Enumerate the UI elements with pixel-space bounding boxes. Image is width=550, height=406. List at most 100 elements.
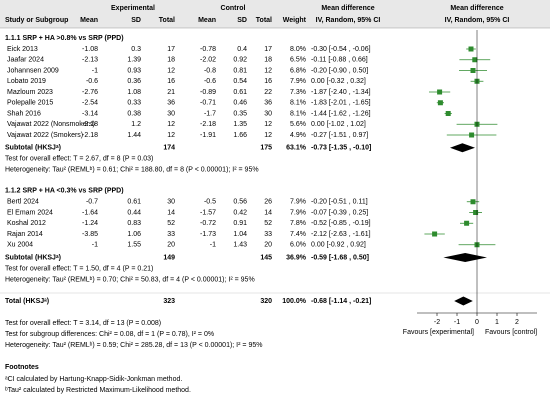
- note: Test for overall effect: T = 3.14, df = …: [5, 320, 161, 327]
- cell: 26: [264, 199, 272, 206]
- effect-square: [469, 132, 475, 138]
- cell: 1.35: [233, 121, 247, 128]
- effect-square: [464, 220, 470, 226]
- cell: 36: [167, 100, 175, 107]
- ci-text: -1.87 [-2.40 , -1.34]: [311, 89, 371, 96]
- effect-square: [437, 89, 443, 95]
- cell: 145: [260, 254, 272, 261]
- cell: 12: [264, 132, 272, 139]
- summary-diamond: [454, 296, 473, 306]
- cell: 30: [167, 110, 175, 117]
- effect-square: [470, 199, 476, 205]
- study-name: Mazloum 2023: [7, 89, 53, 96]
- cell: 1.2: [131, 121, 141, 128]
- cell: 30: [167, 199, 175, 206]
- cell: -0.89: [200, 89, 216, 96]
- cell: 1.43: [233, 242, 247, 249]
- study-name: Shah 2016: [7, 110, 41, 117]
- ci-text: -0.07 [-0.39 , 0.25]: [311, 209, 368, 216]
- cell: 7.8%: [290, 220, 306, 227]
- ci-text: -0.30 [-0.54 , -0.06]: [311, 46, 371, 53]
- cell: 7.4%: [290, 231, 306, 238]
- cell: 36.9%: [286, 254, 307, 261]
- subtotal-label: Subtotal (HKSJᵃ): [5, 254, 61, 261]
- cell: -0.78: [200, 46, 216, 53]
- header: Weight: [283, 17, 307, 24]
- cell: 0.54: [233, 78, 247, 85]
- cell: -2.18: [82, 121, 98, 128]
- cell: 0.42: [233, 209, 247, 216]
- cell: 36: [264, 100, 272, 107]
- header: IV, Random, 95% CI: [445, 17, 510, 24]
- subgroup-title: 1.1.2 SRP + HA <0.3% vs SRP (PPD): [5, 188, 124, 195]
- cell: 18: [264, 57, 272, 64]
- cell: 0.91: [233, 220, 247, 227]
- cell: 0.61: [127, 199, 141, 206]
- cell: 33: [167, 231, 175, 238]
- cell: -1: [210, 242, 216, 249]
- cell: 33: [264, 231, 272, 238]
- note: Heterogeneity: Tau² (REMLᵇ) = 0.70; Chi²…: [5, 276, 255, 283]
- cell: 8.1%: [290, 100, 306, 107]
- cell: 174: [163, 145, 175, 152]
- note: Heterogeneity: Tau² (REMLᵇ) = 0.59; Chi²…: [5, 342, 262, 349]
- x-tick-label: -2: [434, 319, 440, 326]
- cell: 16: [167, 78, 175, 85]
- study-name: Bertl 2024: [7, 199, 39, 206]
- ci-text: -2.12 [-2.63 , -1.61]: [311, 231, 371, 238]
- ci-text: 0.00 [-0.92 , 0.92]: [311, 242, 366, 249]
- cell: 12: [167, 132, 175, 139]
- header: Total: [256, 17, 272, 24]
- cell: -1.7: [204, 110, 216, 117]
- effect-square: [432, 231, 438, 237]
- cell: 1.66: [233, 132, 247, 139]
- study-name: Vajawat 2022 (Smokers): [7, 132, 83, 139]
- cell: 22: [264, 89, 272, 96]
- note: Heterogeneity: Tau² (REMLᵇ) = 0.61; Chi²…: [5, 167, 259, 174]
- cell: 5.6%: [290, 121, 306, 128]
- cell: -2.13: [82, 57, 98, 64]
- cell: 6.5%: [290, 57, 306, 64]
- ci-text: -0.68 [-1.14 , -0.21]: [311, 298, 371, 305]
- cell: -3.85: [82, 231, 98, 238]
- cell: 12: [167, 121, 175, 128]
- cell: -1.64: [82, 209, 98, 216]
- study-name: Johannsen 2009: [7, 67, 59, 74]
- study-name: Rajan 2014: [7, 231, 43, 238]
- cell: 63.1%: [286, 145, 307, 152]
- effect-square: [473, 210, 479, 215]
- subtotal-label: Total (HKSJᵃ): [5, 298, 49, 305]
- cell: 1.39: [127, 57, 141, 64]
- cell: 0.35: [233, 110, 247, 117]
- cell: 16: [264, 78, 272, 85]
- header: Control: [221, 5, 246, 12]
- ci-text: -0.59 [-1.68 , 0.50]: [311, 254, 369, 261]
- cell: 20: [264, 242, 272, 249]
- study-name: Lobato 2019: [7, 78, 46, 85]
- cell: 0.81: [233, 67, 247, 74]
- ci-text: 0.00 [-0.32 , 0.32]: [311, 78, 366, 85]
- header: IV, Random, 95% CI: [316, 17, 381, 24]
- ci-text: -0.20 [-0.90 , 0.50]: [311, 67, 368, 74]
- cell: 0.3: [131, 46, 141, 53]
- cell: 0.36: [127, 78, 141, 85]
- cell: 18: [167, 57, 175, 64]
- effect-square: [470, 68, 476, 73]
- study-name: Xu 2004: [7, 242, 33, 249]
- ci-text: -1.83 [-2.01 , -1.65]: [311, 100, 371, 107]
- header: Mean difference: [321, 5, 374, 12]
- cell: 320: [260, 298, 272, 305]
- footnotes-title: Footnotes: [5, 364, 39, 371]
- x-tick-label: 1: [495, 319, 499, 326]
- effect-square: [468, 46, 474, 52]
- study-name: Eick 2013: [7, 46, 38, 53]
- header: Experimental: [111, 5, 155, 12]
- x-tick-label: -1: [454, 319, 460, 326]
- header-band: [0, 0, 550, 28]
- cell: 4.9%: [290, 132, 306, 139]
- cell: 6.8%: [290, 67, 306, 74]
- cell: -2.18: [82, 132, 98, 139]
- cell: 0.33: [127, 100, 141, 107]
- study-name: Vajawat 2022 (Nonsmokers): [7, 121, 95, 128]
